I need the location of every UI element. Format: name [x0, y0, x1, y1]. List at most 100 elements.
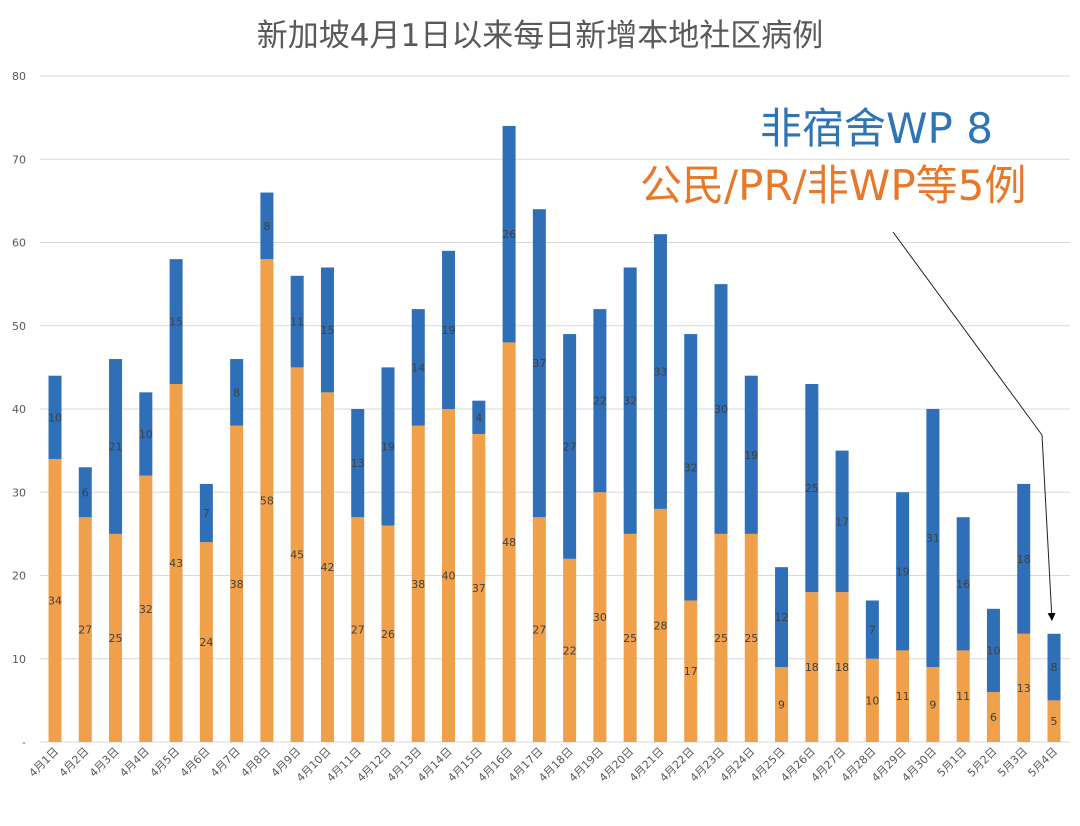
bar-local-segment [775, 667, 789, 742]
bar-wp-segment [1047, 633, 1061, 701]
y-tick-label: 20 [12, 570, 26, 583]
data-label: 37 [472, 582, 486, 595]
bar-local-segment [805, 592, 819, 742]
bar-wp-segment [230, 359, 244, 426]
data-label: 6 [990, 711, 997, 724]
bar-wp-segment [78, 467, 92, 518]
bar-local-segment [442, 409, 456, 742]
data-label: 27 [563, 440, 577, 453]
data-label: 43 [169, 557, 183, 570]
x-tick-label: 4月6日 [178, 745, 213, 780]
data-label: 19 [381, 440, 395, 453]
bar-local-segment [139, 475, 153, 742]
bar-local-segment [865, 658, 879, 742]
bar-local-segment [199, 542, 213, 742]
bar-wp-segment [320, 267, 334, 393]
data-label: 8 [233, 386, 240, 399]
y-tick-label: 70 [12, 153, 26, 166]
data-label: 10 [986, 644, 1000, 657]
bar-local-segment [956, 650, 970, 742]
data-label: 27 [532, 624, 546, 637]
bar-local-segment [744, 533, 758, 742]
data-label: 16 [956, 578, 970, 591]
bar-wp-segment [472, 400, 486, 434]
data-label: 11 [290, 316, 304, 329]
bar-local-segment [714, 533, 728, 742]
data-label: 30 [593, 611, 607, 624]
bar-local-segment [260, 259, 274, 742]
x-tick-label: 4月3日 [87, 745, 122, 780]
bar-wp-segment [684, 334, 698, 601]
data-label: 18 [835, 661, 849, 674]
x-tick-label: 5月3日 [995, 745, 1030, 780]
data-label: 26 [381, 628, 395, 641]
bar-local-segment [926, 667, 940, 742]
annotation-citizen-pr: 公民/PR/非WP等5例 [640, 161, 1027, 210]
data-label: 10 [48, 411, 62, 424]
bar-wp-segment [865, 600, 879, 659]
data-label: 7 [203, 507, 210, 520]
data-label: 33 [653, 366, 667, 379]
data-label: 40 [442, 570, 456, 583]
bar-wp-segment [199, 483, 213, 543]
bar-wp-segment [653, 234, 667, 509]
data-label: 34 [48, 594, 62, 607]
data-label: 6 [82, 486, 89, 499]
data-label: 10 [865, 694, 879, 707]
bar-wp-segment [442, 250, 456, 409]
data-label: 8 [263, 220, 270, 233]
data-label: 10 [139, 428, 153, 441]
data-label: 48 [502, 536, 516, 549]
bar-wp-segment [411, 309, 425, 426]
x-tick-label: 4月7日 [208, 745, 243, 780]
bar-local-segment [230, 425, 244, 742]
data-label: 25 [805, 482, 819, 495]
bar-local-segment [48, 458, 62, 742]
bar-wp-segment [532, 209, 546, 518]
annotation-non-dorm-wp: 非宿舍WP 8 [760, 104, 993, 153]
bar-local-segment [896, 650, 910, 742]
bar-wp-segment [986, 608, 1000, 693]
data-label: 38 [230, 578, 244, 591]
data-label: 25 [744, 632, 758, 645]
data-label: 13 [1017, 682, 1031, 695]
data-label: 22 [593, 395, 607, 408]
bar-wp-segment [714, 284, 728, 534]
data-label: 25 [623, 632, 637, 645]
bar-wp-segment [1017, 483, 1031, 634]
data-label: 26 [502, 228, 516, 241]
bar-wp-segment [169, 259, 183, 385]
x-tick-label: 5月1日 [935, 745, 970, 780]
data-label: 5 [1051, 715, 1058, 728]
x-tick-label: 4月4日 [117, 745, 152, 780]
x-tick-label: 4月2日 [57, 745, 92, 780]
data-label: 18 [805, 661, 819, 674]
y-tick-label: 40 [12, 403, 26, 416]
x-tick-label: 4月1日 [26, 745, 61, 780]
bar-wp-segment [351, 409, 365, 518]
bar-local-segment [381, 525, 395, 742]
bar-wp-segment [623, 267, 637, 534]
data-label: 19 [442, 324, 456, 337]
bar-local-segment [593, 492, 607, 742]
bar-wp-segment [775, 567, 789, 668]
bar-local-segment [78, 517, 92, 742]
chart-title: 新加坡4月1日以来每日新增本地社区病例 [256, 18, 824, 54]
bar-local-segment [109, 533, 123, 742]
bar-local-segment [986, 692, 1000, 742]
data-label: 28 [653, 619, 667, 632]
bar-wp-segment [48, 375, 62, 459]
bar-local-segment [411, 425, 425, 742]
bar-local-segment [1017, 633, 1031, 742]
data-label: 19 [896, 565, 910, 578]
bar-wp-segment [896, 492, 910, 651]
bar-wp-segment [563, 334, 577, 559]
data-label: 9 [778, 699, 785, 712]
data-label: 8 [1051, 661, 1058, 674]
data-label: 25 [714, 632, 728, 645]
bar-local-segment [835, 592, 849, 742]
data-label: 38 [411, 578, 425, 591]
bar-local-segment [502, 342, 516, 742]
x-tick-label: 4月5日 [148, 745, 183, 780]
